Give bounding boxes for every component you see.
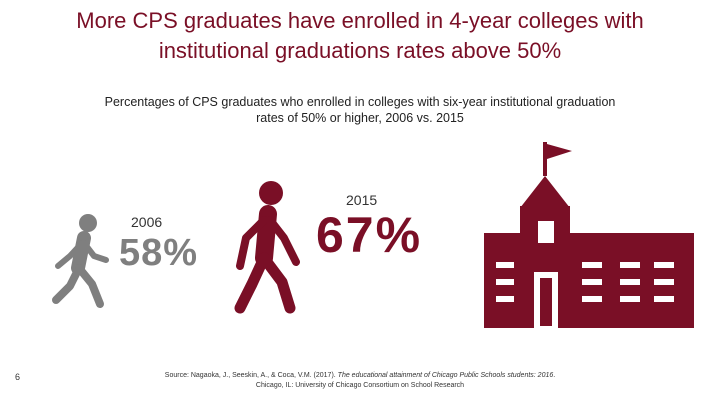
subtitle-line-1: Percentages of CPS graduates who enrolle… — [104, 95, 616, 109]
year-label-2006: 2006 — [131, 214, 163, 230]
year-label-2015: 2015 — [346, 192, 378, 208]
title-line-2: institutional graduations rates above 50… — [158, 38, 562, 63]
title-line-1: More CPS graduates have enrolled in 4-ye… — [76, 8, 644, 33]
source-line-1: Source: Nagaoka, J., Seeskin, A., & Coca… — [110, 371, 610, 381]
source-authors: Source: Nagaoka, J., Seeskin, A., & Coca… — [164, 372, 338, 379]
percent-2006: 58% — [119, 232, 199, 274]
walking-person-icon — [52, 214, 109, 308]
school-building-icon — [484, 142, 694, 328]
page-number: 6 — [15, 372, 21, 382]
page-title: More CPS graduates have enrolled in 4-ye… — [20, 6, 700, 66]
source-title: The educational attainment of Chicago Pu… — [337, 372, 554, 379]
subtitle-line-2: rates of 50% or higher, 2006 vs. 2015 — [256, 111, 464, 125]
source-citation: Source: Nagaoka, J., Seeskin, A., & Coca… — [110, 371, 610, 391]
percent-2015: 67% — [316, 207, 423, 263]
page-subtitle: Percentages of CPS graduates who enrolle… — [50, 94, 670, 126]
source-period: . — [553, 372, 556, 379]
source-line-2: Chicago, IL: University of Chicago Conso… — [255, 382, 465, 389]
walking-person-icon — [234, 181, 300, 314]
